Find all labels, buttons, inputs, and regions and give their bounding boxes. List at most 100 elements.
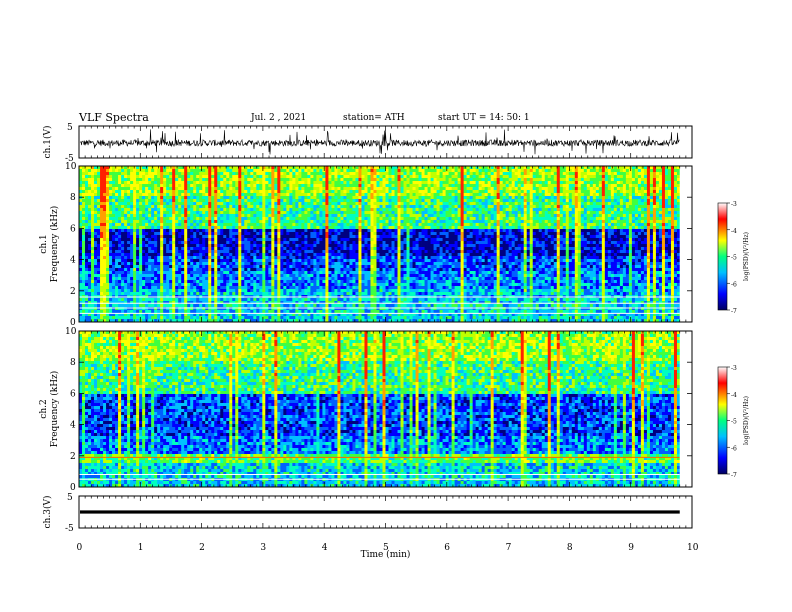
spectrogram-cell [560,205,563,208]
spectrogram-cell [217,196,220,199]
spectrogram-cell [172,199,175,202]
spectrogram-cell [470,214,473,217]
spectrogram-cell [310,199,313,202]
spectrogram-cell [467,175,470,178]
spectrogram-cell [659,202,662,205]
spectrogram-cell [346,175,349,178]
spectrogram-cell [346,208,349,211]
spectrogram-cell [103,184,106,187]
spectrogram-cell [572,184,575,187]
spectrogram-cell [283,181,286,184]
spectrogram-cell [334,235,337,238]
spectrogram-cell [274,172,277,175]
spectrogram-cell [482,190,485,193]
spectrogram-cell [376,187,379,190]
spectrogram-cell [566,178,569,181]
spectrogram-cell [491,211,494,214]
spectrogram-cell [461,205,464,208]
spectrogram-cell [671,169,674,172]
spectrogram-cell [364,232,367,235]
spectrogram-cell [611,193,614,196]
spectrogram-cell [668,190,671,193]
spectrogram-cell [154,196,157,199]
spectrogram-cell [437,196,440,199]
spectrogram-cell [431,175,434,178]
spectrogram-cell [548,193,551,196]
spectrogram-cell [638,175,641,178]
spectrogram-cell [665,169,668,172]
spectrogram-cell [479,208,482,211]
spectrogram-cell [334,196,337,199]
spectrogram-cell [458,193,461,196]
spectrogram-cell [587,211,590,214]
spectrogram-cell [127,226,130,229]
spectrogram-cell [614,190,617,193]
spectrogram-cell [259,169,262,172]
spectrogram-cell [536,178,539,181]
spectrogram-cell [542,178,545,181]
spectrogram-cell [584,169,587,172]
spectrogram-cell [479,199,482,202]
spectrogram-cell [289,175,292,178]
spectrogram-cell [283,190,286,193]
spectrogram-cell [590,172,593,175]
spectrogram-cell [166,226,169,229]
spectrogram-cell [316,235,319,238]
spectrogram-cell [446,169,449,172]
spectrogram-cell [340,193,343,196]
spectrogram-cell [112,232,115,235]
spectrogram-cell [139,205,142,208]
spectrogram-cell [97,199,100,202]
spectrogram-cell [635,187,638,190]
spectrogram-cell [659,172,662,175]
spectrogram-cell [503,226,506,229]
spectrogram-cell [322,175,325,178]
spectrogram-cell [280,235,283,238]
spectrogram-cell [355,208,358,211]
spectrogram-cell [106,226,109,229]
spectrogram-cell [163,205,166,208]
spectrogram-cell [346,211,349,214]
spectrogram-cell [313,199,316,202]
spectrogram-cell [557,220,560,223]
spectrogram-cell [617,190,620,193]
spectrogram-cell [121,232,124,235]
spectrogram-cell [139,208,142,211]
spectrogram-cell [112,166,115,169]
spectrogram-cell [617,211,620,214]
spectrogram-cell [103,187,106,190]
spectrogram-cell [563,199,566,202]
spectrogram-cell [88,172,91,175]
spectrogram-cell [626,184,629,187]
spectrogram-cell [629,229,632,232]
spectrogram-cell [133,220,136,223]
spectrogram-cell [659,208,662,211]
spectrogram-cell [292,220,295,223]
spectrogram-cell [316,232,319,235]
spectrogram-cell [491,199,494,202]
spectrogram-cell [238,202,241,205]
spectrogram-cell [464,169,467,172]
spectrogram-cell [127,232,130,235]
spectrogram-cell [413,223,416,226]
spectrogram-cell [364,202,367,205]
spectrogram-cell [352,229,355,232]
spectrogram-cell [202,232,205,235]
spectrogram-cell [506,193,509,196]
spectrogram-cell [346,220,349,223]
spectrogram-cell [629,190,632,193]
spectrogram-cell [488,208,491,211]
spectrogram-cell [641,223,644,226]
spectrogram-cell [373,223,376,226]
spectrogram-cell [256,211,259,214]
spectrogram-cell [265,226,268,229]
spectrogram-cell [653,181,656,184]
spectrogram-cell [449,220,452,223]
spectrogram-cell [491,166,494,169]
spectrogram-cell [91,193,94,196]
spectrogram-cell [545,166,548,169]
spectrogram-cell [563,178,566,181]
spectrogram-cell [133,175,136,178]
spectrogram-cell [500,214,503,217]
spectrogram-cell [470,193,473,196]
